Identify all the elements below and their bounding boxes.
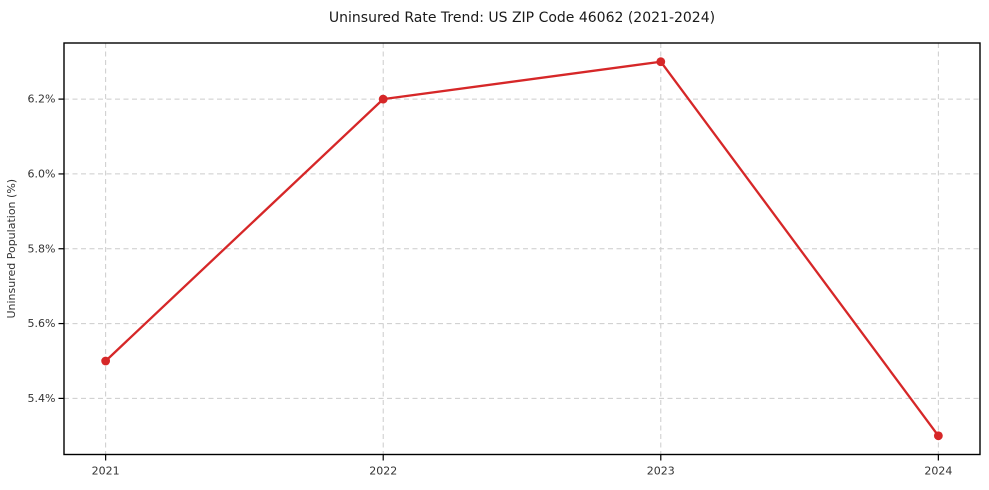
chart-title: Uninsured Rate Trend: US ZIP Code 46062 …: [329, 10, 715, 26]
data-point-2021: [101, 356, 111, 366]
y-tick-label: 5.6%: [28, 317, 56, 330]
y-tick-label: 5.4%: [28, 392, 56, 405]
y-tick-label: 6.0%: [28, 167, 56, 180]
data-point-2024: [933, 431, 943, 441]
y-axis-label: Uninsured Population (%): [5, 179, 18, 319]
trend-line: [104, 60, 940, 437]
x-tick-label: 2022: [369, 465, 397, 478]
x-tick-label: 2023: [647, 465, 675, 478]
y-tick-label: 6.2%: [28, 93, 56, 106]
data-series: [101, 57, 943, 441]
data-point-2022: [378, 94, 388, 104]
data-point-2023: [656, 57, 666, 67]
grid-lines: [64, 43, 980, 455]
y-tick-label: 5.8%: [28, 242, 56, 255]
x-tick-label: 2024: [924, 465, 952, 478]
axis-ticks: 5.4% 5.6% 5.8% 6.0% 6.2% 2021 2022 2023 2024: [28, 93, 953, 478]
x-tick-label: 2021: [92, 465, 120, 478]
